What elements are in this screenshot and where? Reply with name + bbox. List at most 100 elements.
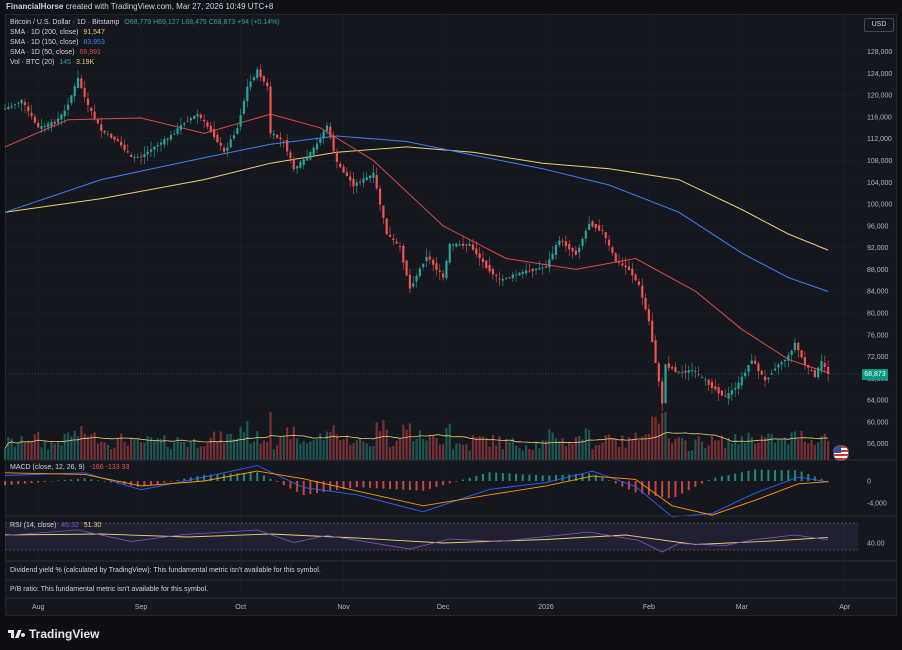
- candle-body: [266, 82, 269, 87]
- macd-histogram-bar: [329, 481, 332, 492]
- candle-body: [422, 263, 425, 268]
- candle-body: [398, 246, 402, 247]
- macd-histogram-bar: [4, 481, 6, 486]
- macd-histogram-bar: [674, 481, 677, 497]
- macd-histogram-bar: [455, 481, 458, 482]
- tradingview-logo-icon: [8, 630, 26, 638]
- volume-bar: [57, 441, 60, 460]
- candle-body: [631, 268, 634, 276]
- legend-sma200[interactable]: SMA · 1D (200, close) 91,547: [10, 29, 105, 36]
- candle-body: [488, 264, 491, 272]
- candle-body: [239, 115, 242, 127]
- candle-body: [495, 275, 498, 276]
- rsi-label: RSI (14, close): [10, 522, 57, 529]
- macd-histogram-bar: [156, 481, 159, 484]
- macd-histogram-bar: [813, 476, 816, 481]
- volume-bar: [179, 442, 183, 460]
- candle-body: [322, 131, 325, 138]
- symbol-name: Bitcoin / U.S. Dollar · 1D · Bitstamp: [10, 19, 120, 26]
- volume-bar: [727, 437, 730, 460]
- volume-bar: [485, 437, 488, 460]
- us-flag-icon[interactable]: [833, 445, 849, 461]
- volume-bar: [272, 449, 275, 460]
- macd-histogram-bar: [242, 472, 245, 481]
- time-tick-label: Nov: [337, 604, 350, 611]
- volume-bar: [126, 445, 129, 460]
- volume-bar: [395, 440, 398, 460]
- volume-bar: [780, 439, 783, 460]
- candle-body: [166, 138, 169, 140]
- volume-bar: [222, 442, 226, 460]
- volume-bar: [392, 445, 395, 460]
- macd-histogram-bar: [827, 481, 830, 482]
- candle-body: [471, 244, 475, 250]
- macd-histogram-bar: [574, 474, 577, 481]
- volume-bar: [47, 449, 50, 460]
- macd-histogram-bar: [681, 481, 684, 494]
- candle-body: [232, 135, 236, 139]
- macd-histogram-bar: [468, 477, 471, 481]
- volume-bar: [634, 432, 637, 460]
- candle-body: [524, 270, 528, 274]
- volume-bar: [219, 431, 222, 460]
- legend-symbol-row[interactable]: Bitcoin / U.S. Dollar · 1D · Bitstamp O6…: [10, 19, 280, 26]
- candle-body: [123, 144, 126, 151]
- legend-rsi[interactable]: RSI (14, close) 46.32 51.30: [10, 522, 101, 529]
- candle-body: [229, 139, 232, 148]
- volume-bar: [544, 440, 548, 460]
- legend-sma50[interactable]: SMA · 1D (50, close) 68,991: [10, 49, 101, 56]
- candle-body: [564, 241, 568, 247]
- volume-bar: [445, 428, 448, 460]
- volume-bar: [465, 444, 468, 460]
- candle-body: [694, 371, 697, 373]
- macd-label: MACD (close, 12, 26, 9): [10, 464, 85, 471]
- candle-body: [365, 177, 368, 181]
- candle-body: [349, 176, 352, 181]
- candle-body: [17, 102, 20, 104]
- candle-body: [518, 272, 521, 276]
- macd-histogram-bar: [734, 473, 737, 481]
- brand-row[interactable]: TradingView: [8, 627, 99, 641]
- volume-bar: [368, 446, 372, 460]
- macd-histogram-bar: [654, 481, 657, 496]
- volume-bar: [305, 443, 309, 460]
- candle-body: [651, 320, 654, 342]
- candle-body: [697, 374, 700, 375]
- volume-bar: [637, 440, 641, 460]
- candle-body: [249, 81, 252, 88]
- rsi-line: [4, 529, 829, 553]
- macd-histogram-bar: [448, 481, 451, 484]
- macd-histogram-bar: [17, 481, 20, 485]
- macd-histogram-bar: [70, 479, 73, 481]
- volume-bar: [714, 440, 717, 460]
- volume-bar: [451, 449, 455, 460]
- chart-canvas[interactable]: 128,000 124,000 120,000 116,000 112,000 108,0…: [0, 0, 902, 616]
- candle-body: [641, 285, 644, 298]
- candle-body: [448, 243, 451, 263]
- candle-body: [286, 140, 289, 152]
- volume-bar: [488, 446, 491, 460]
- macd-histogram-bar: [800, 471, 803, 481]
- volume-bar: [176, 437, 179, 460]
- volume-bar: [80, 426, 83, 460]
- volume-bar: [106, 444, 109, 460]
- legend-volume[interactable]: Vol · BTC (20) 145 3.19K: [10, 59, 94, 66]
- volume-bar: [103, 442, 106, 460]
- candle-body: [342, 166, 345, 173]
- candle-body: [110, 133, 113, 138]
- price-tick-label: 80,000: [867, 310, 889, 317]
- macd-histogram-bar: [760, 469, 763, 481]
- legend-macd[interactable]: MACD (close, 12, 26, 9) -166 -133 33: [10, 464, 129, 471]
- volume-bar: [468, 450, 471, 460]
- legend-sma150[interactable]: SMA · 1D (150, close) 83,953: [10, 39, 105, 46]
- price-tick-label: 56,000: [867, 441, 889, 448]
- candle-body: [763, 376, 767, 381]
- currency-button[interactable]: USD: [864, 18, 894, 32]
- candle-body: [86, 98, 90, 105]
- macd-histogram-bar: [614, 481, 617, 484]
- volume-bar: [531, 450, 534, 460]
- volume-bar: [690, 450, 694, 460]
- macd-histogram-bar: [183, 478, 186, 481]
- brand-name: TradingView: [29, 627, 100, 641]
- candle-body: [551, 253, 554, 260]
